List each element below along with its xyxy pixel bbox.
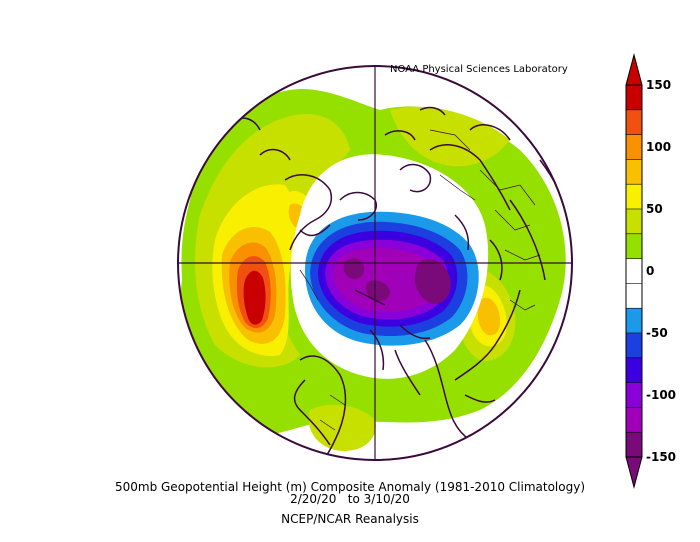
caption-date-range: 2/20/20 to 3/10/20 xyxy=(290,492,410,506)
positive-anomaly-red-core xyxy=(243,270,266,325)
colorbar-segment xyxy=(626,432,642,458)
borders xyxy=(299,129,541,431)
colorbar-segment xyxy=(626,109,642,135)
colorbar-segment xyxy=(626,159,642,185)
positive-anomaly-atlantic-core xyxy=(477,297,500,336)
colorbar-label-100: 100 xyxy=(646,140,672,154)
colorbar-segment xyxy=(626,283,642,309)
colorbar-segment xyxy=(626,233,642,259)
negative-anomaly-core-pole xyxy=(365,280,390,301)
negative-anomaly-core-siberia xyxy=(414,259,451,305)
colorbar-label-50: 50 xyxy=(646,202,663,216)
colorbar-label-neg150: -150 xyxy=(646,450,677,464)
colorbar-segment xyxy=(626,134,642,160)
colorbar-label-0: 0 xyxy=(646,264,655,278)
colorbar-segment xyxy=(626,357,642,383)
colorbar-segment xyxy=(626,333,642,359)
coastlines xyxy=(234,106,571,460)
credit-label: NOAA Physical Sciences Laboratory xyxy=(390,64,568,75)
colorbar-top-arrow xyxy=(625,53,643,86)
map-boundary xyxy=(177,65,573,461)
colorbar-label-150: 150 xyxy=(646,78,672,92)
colorbar-segment xyxy=(626,85,642,111)
colorbar-label-neg100: -100 xyxy=(646,388,677,402)
positive-anomaly-scandinavia xyxy=(390,106,510,167)
anomaly-field xyxy=(178,66,572,460)
neutral-zone-greenland xyxy=(335,166,387,195)
colorbar-segment xyxy=(626,184,642,210)
caption-title: 500mb Geopotential Height (m) Composite … xyxy=(114,480,585,494)
colorbar-segment xyxy=(626,258,642,284)
colorbar-segment xyxy=(626,308,642,334)
colorbar-segment xyxy=(626,382,642,408)
colorbar-segment xyxy=(626,209,642,235)
caption-source: NCEP/NCAR Reanalysis xyxy=(281,512,419,526)
colorbar-label-neg50: -50 xyxy=(646,326,668,340)
colorbar-segment xyxy=(626,407,642,433)
colorbar xyxy=(625,53,643,489)
